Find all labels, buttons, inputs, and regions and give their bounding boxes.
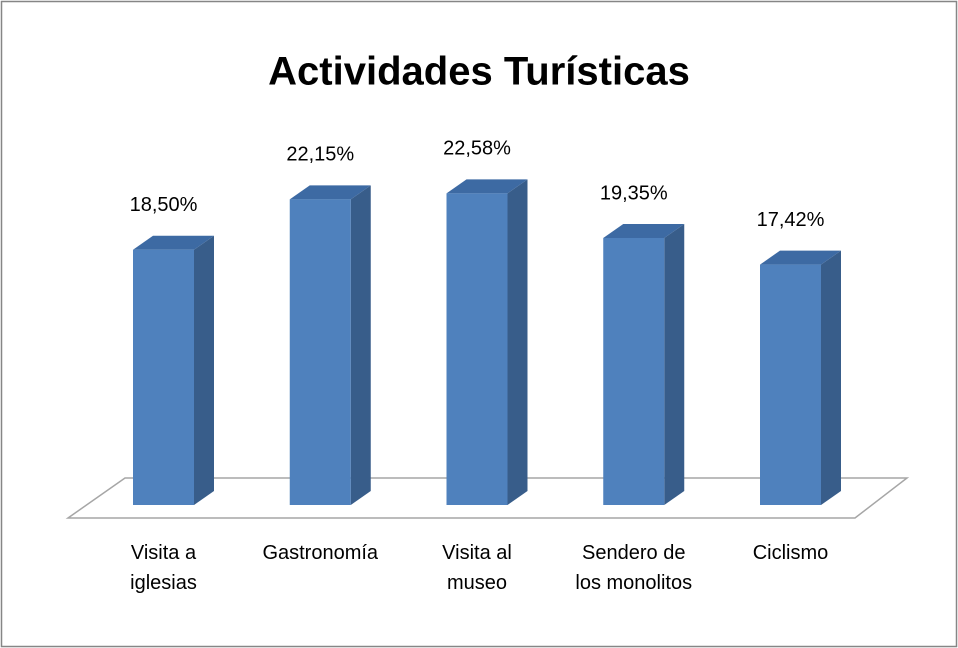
bar-top: [289, 185, 371, 200]
bar-top: [446, 179, 528, 194]
value-label: 22,58%: [443, 138, 511, 160]
x-tick-label: Visita al museo: [442, 542, 512, 594]
bar: [446, 193, 508, 505]
bar-side: [664, 223, 685, 505]
bar-top: [760, 250, 841, 265]
value-label: 19,35%: [600, 182, 668, 204]
x-tick-label: Ciclismo: [752, 542, 829, 564]
bar-side: [507, 179, 528, 505]
value-label: 22,15%: [286, 144, 354, 166]
value-label: 18,50%: [130, 194, 198, 216]
x-tick-label: Sendero de los monolitos: [575, 542, 693, 594]
x-tick-label: Gastronomía: [262, 542, 379, 564]
bar-side: [350, 185, 371, 505]
bar-side: [821, 250, 841, 505]
bar: [289, 199, 351, 505]
bar-side: [194, 235, 214, 505]
bar: [603, 237, 665, 505]
bar-top: [133, 235, 214, 250]
chart-title: Actividades Turísticas: [268, 50, 690, 94]
bar-top: [603, 223, 685, 238]
bar: [133, 249, 194, 505]
value-label: 17,42%: [757, 209, 825, 231]
x-tick-label: Visita a iglesias: [130, 542, 197, 594]
bar: [760, 264, 821, 505]
